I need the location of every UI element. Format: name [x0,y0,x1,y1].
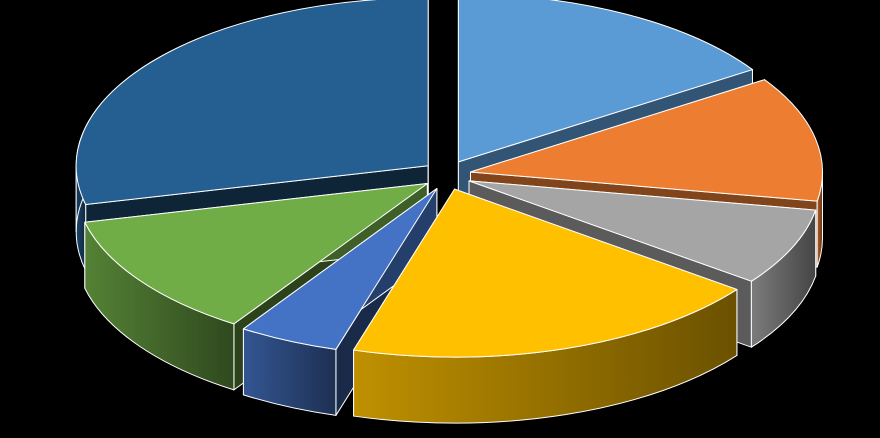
pie-slice-4 [353,188,738,424]
pie-slice-3-top [468,180,817,282]
pie-slice-1-top [457,0,753,163]
pie-slice-2-top [470,79,823,202]
pie-slice-7-top [75,0,429,206]
pie-slice-4-top [353,188,738,358]
pie-slice-6-top [84,183,428,325]
pie-slice-5-top [242,187,438,350]
